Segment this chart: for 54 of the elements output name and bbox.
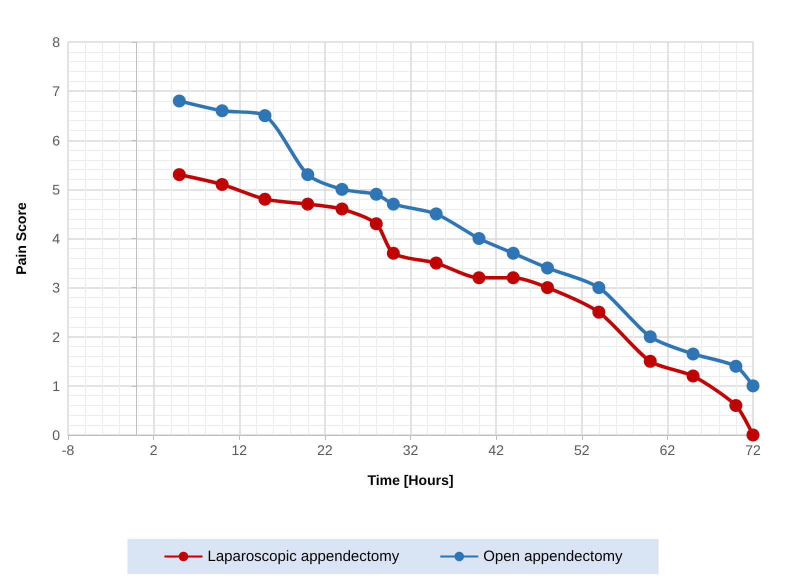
x-tick-label: 2 — [150, 442, 158, 458]
point — [686, 347, 700, 360]
point — [172, 168, 186, 182]
point — [506, 246, 520, 260]
y-tick-label: 4 — [52, 230, 60, 246]
point — [541, 261, 554, 274]
x-tick-label: -8 — [62, 442, 74, 458]
x-tick-label: 72 — [745, 442, 761, 458]
y-tick-label: 6 — [52, 132, 60, 148]
y-axis-title: Pain Score — [13, 202, 29, 275]
point — [258, 109, 272, 122]
x-tick-label: 42 — [488, 442, 504, 458]
point — [386, 198, 400, 211]
legend-label: Open appendectomy — [483, 548, 624, 565]
y-tick-label: 7 — [52, 83, 60, 100]
point — [686, 370, 700, 383]
y-tick-label: 1 — [52, 378, 60, 394]
y-tick-label: 3 — [52, 280, 60, 296]
point — [746, 379, 760, 392]
point — [506, 271, 520, 284]
point — [370, 217, 383, 230]
point — [472, 271, 486, 284]
y-tick-label: 0 — [52, 427, 60, 443]
point — [729, 399, 742, 412]
point — [592, 306, 606, 319]
x-axis-title: Time [Hours] — [367, 472, 454, 488]
point — [336, 202, 348, 216]
point — [644, 330, 657, 344]
point — [541, 281, 554, 294]
point — [301, 168, 314, 182]
point — [386, 246, 400, 260]
x-tick-label: 12 — [231, 442, 248, 458]
point — [746, 428, 760, 442]
x-tick-label: 62 — [660, 442, 676, 458]
point — [430, 256, 443, 270]
point — [336, 182, 348, 196]
y-tick-label: 2 — [52, 328, 60, 345]
point — [258, 192, 272, 206]
point — [644, 354, 657, 368]
y-tick-label: 5 — [52, 181, 60, 198]
point — [472, 232, 486, 245]
x-tick-label: 52 — [574, 442, 590, 458]
x-tick-label: 32 — [402, 442, 418, 458]
y-tick-label: 8 — [52, 34, 60, 50]
point — [592, 281, 606, 294]
point — [172, 94, 186, 108]
point — [729, 360, 742, 373]
legend-label: Laparoscopic appendectomy — [207, 548, 400, 565]
point — [301, 198, 314, 211]
point — [370, 188, 383, 201]
point — [430, 207, 443, 220]
point — [216, 178, 229, 191]
point — [216, 104, 229, 118]
x-tick-label: 22 — [317, 442, 333, 458]
